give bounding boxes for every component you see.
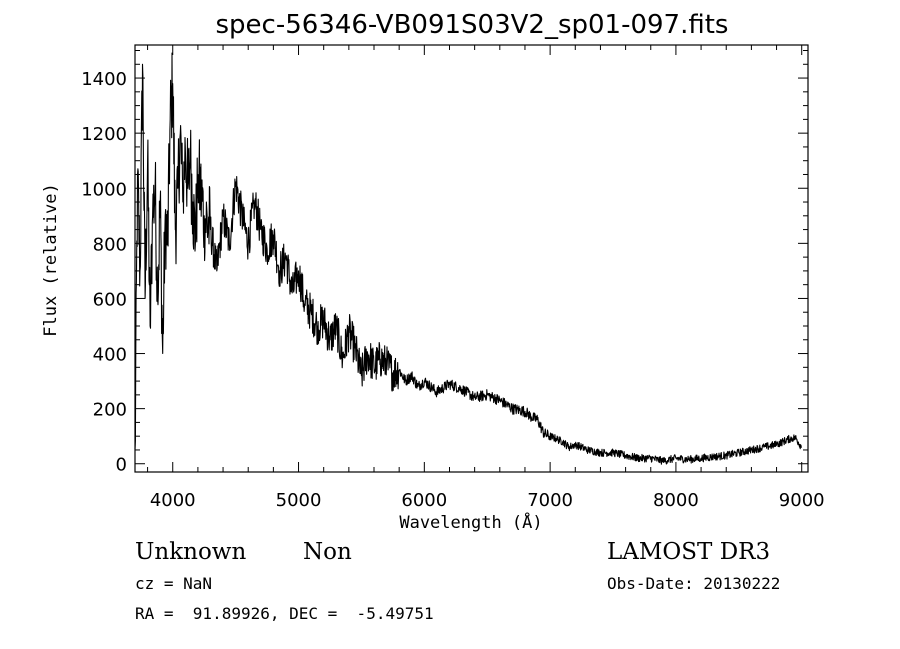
object-class: Unknown (135, 539, 246, 565)
object-subclass: Non (303, 539, 352, 565)
obs-date: Obs-Date: 20130222 (607, 574, 780, 593)
y-tick-label: 1000 (81, 179, 127, 200)
y-tick-label: 1200 (81, 124, 127, 145)
x-tick-label: 7000 (527, 490, 573, 511)
y-tick-label: 600 (93, 289, 127, 310)
y-tick-label: 0 (116, 455, 127, 476)
x-tick-label: 8000 (653, 490, 699, 511)
tick-marks (135, 45, 808, 472)
tick-labels: 4000 5000 6000 7000 8000 9000 0 200 400 600 800 100… (81, 69, 824, 511)
x-tick-label: 4000 (150, 490, 196, 511)
plot-frame (134, 44, 809, 473)
survey-name: LAMOST DR3 (607, 539, 770, 565)
x-tick-label: 9000 (779, 490, 825, 511)
x-tick-label: 5000 (276, 490, 322, 511)
y-tick-label: 1400 (81, 69, 127, 90)
y-tick-label: 200 (93, 400, 127, 421)
x-tick-label: 6000 (401, 490, 447, 511)
y-tick-label: 400 (93, 345, 127, 366)
x-axis-label: Wavelength (Å) (399, 511, 542, 533)
redshift-value: cz = NaN (135, 574, 212, 593)
flux-series-line (134, 52, 802, 465)
y-tick-label: 800 (93, 234, 127, 255)
y-axis-label: Flux (relative) (41, 183, 61, 337)
coordinates: RA = 91.89926, DEC = -5.49751 (135, 604, 434, 623)
chart-title: spec-56346-VB091S03V2_sp01-097.fits (216, 10, 729, 40)
